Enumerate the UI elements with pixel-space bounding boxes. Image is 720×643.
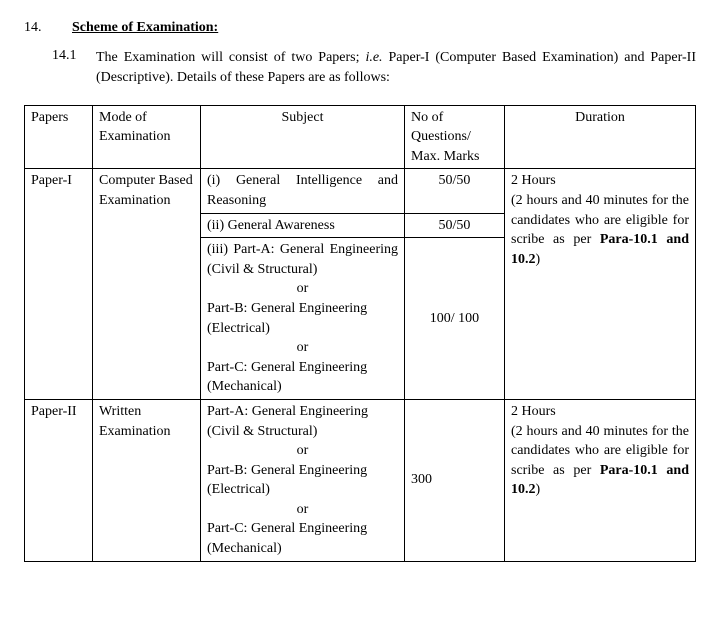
paper2-duration: 2 Hours (2 hours and 40 minutes for the … bbox=[505, 399, 696, 561]
paper2-name: Paper-II bbox=[25, 399, 93, 561]
para-number: 14.1 bbox=[52, 48, 96, 89]
subject-part-a: (iii) Part-A: General Engineering (Civil… bbox=[207, 240, 398, 279]
paper1-duration: 2 Hours (2 hours and 40 minutes for the … bbox=[505, 169, 696, 400]
section-number: 14. bbox=[24, 20, 72, 36]
col-subject: Subject bbox=[201, 105, 405, 169]
section-title: Scheme of Examination: bbox=[72, 20, 218, 36]
paper1-marks-i: 50/50 bbox=[405, 169, 505, 213]
or-label: or bbox=[207, 500, 398, 520]
paper1-marks-ii: 50/50 bbox=[405, 213, 505, 238]
paper2-marks: 300 bbox=[405, 399, 505, 561]
subject-part-c: Part-C: General Engineering (Mechanical) bbox=[207, 358, 398, 397]
paper1-name: Paper-I bbox=[25, 169, 93, 400]
paper1-mode: Computer Based Examination bbox=[93, 169, 201, 400]
subject-part-a: Part-A: General Engineering (Civil & Str… bbox=[207, 402, 398, 441]
or-label: or bbox=[207, 279, 398, 299]
paper2-subject: Part-A: General Engineering (Civil & Str… bbox=[201, 399, 405, 561]
subject-part-b: Part-B: General Engineering (Electrical) bbox=[207, 461, 398, 500]
col-duration: Duration bbox=[505, 105, 696, 169]
para-ie: i.e. bbox=[365, 50, 382, 65]
subject-part-c: Part-C: General Engineering (Mechanical) bbox=[207, 519, 398, 558]
exam-scheme-table: Papers Mode of Examination Subject No of… bbox=[24, 105, 696, 562]
col-papers: Papers bbox=[25, 105, 93, 169]
table-row: Paper-I Computer Based Examination (i) G… bbox=[25, 169, 696, 213]
para-lead: The Examination will consist of two Pape… bbox=[96, 50, 365, 65]
paper1-marks-iii: 100/ 100 bbox=[405, 238, 505, 400]
col-mode: Mode of Examination bbox=[93, 105, 201, 169]
col-noq: No of Questions/ Max. Marks bbox=[405, 105, 505, 169]
subject-part-b: Part-B: General Engineering (Electrical) bbox=[207, 299, 398, 338]
paragraph-14-1: 14.1 The Examination will consist of two… bbox=[52, 48, 696, 89]
dur-post: ) bbox=[536, 482, 541, 497]
section-heading: 14. Scheme of Examination: bbox=[24, 20, 696, 36]
marks-value: 300 bbox=[411, 470, 498, 490]
or-label: or bbox=[207, 338, 398, 358]
paper1-subject-ii: (ii) General Awareness bbox=[201, 213, 405, 238]
paper1-subject-i: (i) General Intelligence and Reasoning bbox=[201, 169, 405, 213]
dur-post: ) bbox=[536, 252, 541, 267]
marks-value: 100/ 100 bbox=[411, 309, 498, 329]
or-label: or bbox=[207, 441, 398, 461]
table-header-row: Papers Mode of Examination Subject No of… bbox=[25, 105, 696, 169]
para-text: The Examination will consist of two Pape… bbox=[96, 48, 696, 89]
table-row: Paper-II Written Examination Part-A: Gen… bbox=[25, 399, 696, 561]
paper1-subject-iii: (iii) Part-A: General Engineering (Civil… bbox=[201, 238, 405, 400]
paper2-mode: Written Examination bbox=[93, 399, 201, 561]
